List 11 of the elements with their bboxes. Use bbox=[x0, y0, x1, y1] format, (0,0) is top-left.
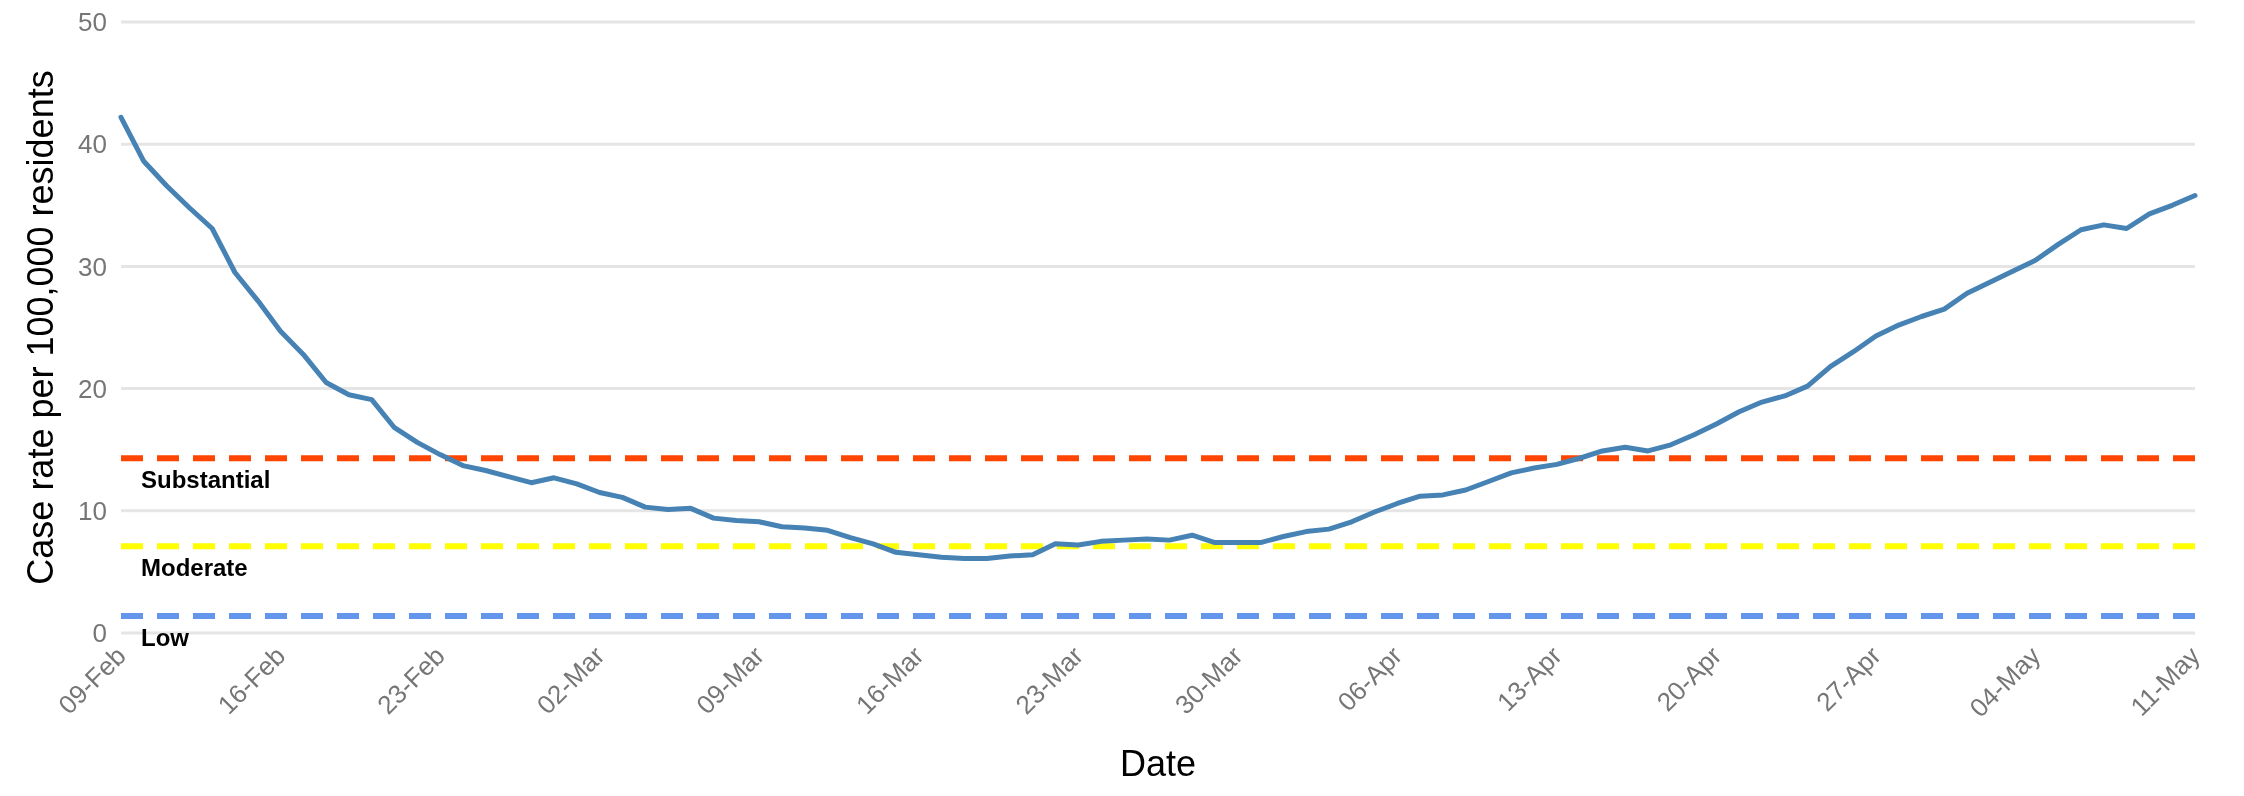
ref-line-label: Moderate bbox=[141, 554, 248, 582]
ref-line-label: Substantial bbox=[141, 466, 271, 494]
y-tick-label: 40 bbox=[78, 129, 107, 160]
y-tick-label: 20 bbox=[78, 373, 107, 404]
ref-line-label: Low bbox=[141, 623, 190, 651]
y-tick-label: 30 bbox=[78, 251, 107, 282]
y-tick-label: 0 bbox=[92, 618, 107, 649]
y-tick-label: 50 bbox=[78, 7, 107, 38]
y-axis-title: Case rate per 100,000 residents bbox=[20, 70, 61, 585]
y-tick-label: 10 bbox=[78, 495, 107, 526]
x-axis-title: Date bbox=[1119, 743, 1197, 784]
